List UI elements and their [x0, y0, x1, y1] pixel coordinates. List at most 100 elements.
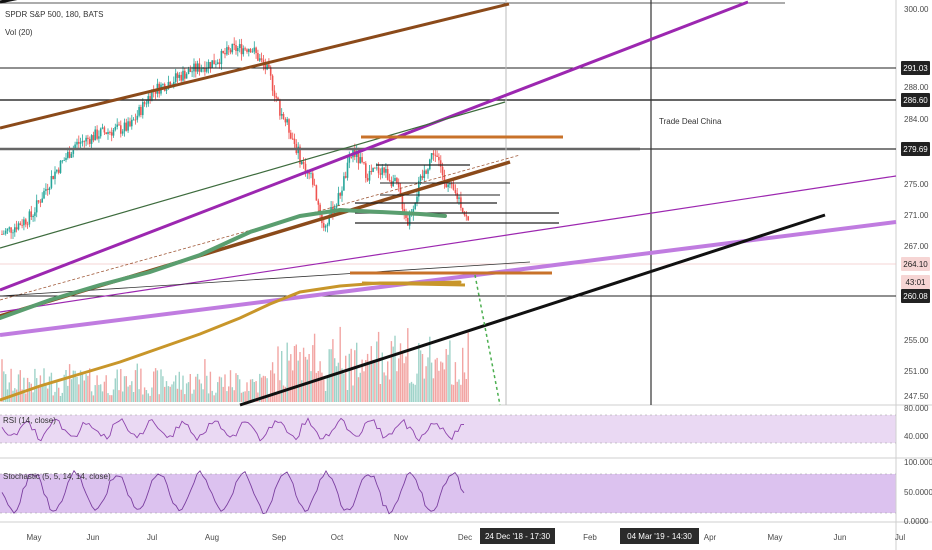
candle-body [416, 196, 418, 203]
volume-bar [191, 393, 193, 402]
volume-bar [255, 381, 257, 402]
candle-body [220, 50, 223, 65]
volume-bar [377, 331, 380, 402]
candle-body [28, 211, 31, 225]
candle-body [109, 132, 111, 133]
candle-body [45, 189, 47, 191]
candle-body [131, 119, 133, 127]
candle-body [50, 176, 53, 188]
volume-bar [107, 393, 109, 402]
candle-body [237, 48, 239, 52]
volume-bar [215, 392, 217, 402]
candle-body [405, 214, 407, 218]
candle-body [134, 119, 137, 121]
candle-body [430, 153, 433, 160]
volume-bar [286, 342, 288, 402]
candle-body [438, 156, 440, 161]
price-tick-label: 267.00 [904, 242, 929, 251]
candle-body [65, 157, 67, 160]
volume-bar [229, 370, 232, 402]
volume-bar [462, 347, 464, 402]
candle-body [450, 182, 453, 185]
candle-body [372, 167, 374, 172]
volume-bar [178, 371, 180, 402]
candle-body [149, 96, 151, 101]
volume-bar [418, 343, 420, 402]
volume-bar [67, 385, 69, 402]
volume-bar [456, 381, 458, 402]
volume-bar [460, 384, 462, 402]
candle-body [268, 64, 270, 68]
volume-bar [127, 386, 129, 402]
volume-bar [374, 360, 376, 402]
volume-bar [282, 385, 285, 402]
volume-bar [120, 369, 122, 402]
volume-bar [281, 351, 283, 402]
price-tick-label: 251.00 [904, 367, 929, 376]
volume-bar [385, 375, 387, 402]
volume-bar [92, 395, 95, 402]
volume-bar [37, 386, 40, 402]
volume-bar [264, 376, 266, 402]
price-badge-label: 279.69 [903, 145, 928, 154]
volume-bar [217, 382, 219, 402]
volume-bar [266, 378, 268, 402]
volume-bar [341, 368, 343, 402]
volume-bar [158, 394, 160, 402]
candle-body [337, 193, 340, 206]
candle-body [324, 226, 327, 228]
volume-bar [143, 387, 146, 402]
candle-body [56, 169, 58, 172]
volume-bar [416, 373, 418, 402]
candle-body [343, 176, 345, 191]
candle-body [96, 129, 98, 139]
candle-body [271, 75, 274, 91]
volume-bar [348, 353, 350, 402]
candle-body [365, 163, 367, 178]
candle-body [317, 200, 320, 205]
price-tick-label: 288.00 [904, 83, 929, 92]
x-tick-label: Jul [895, 533, 905, 542]
volume-bar [147, 393, 149, 402]
candle-body [110, 132, 113, 136]
candle-body [10, 227, 12, 233]
rsi-line [1, 417, 465, 442]
volume-bar [176, 388, 179, 402]
volume-bar [218, 376, 221, 402]
volume-bar [387, 361, 389, 402]
candle-body [30, 211, 32, 217]
price-badge [901, 289, 930, 303]
candle-body [379, 173, 382, 175]
volume-bar [202, 389, 204, 402]
volume-bar [132, 392, 135, 402]
volume-bar [89, 368, 91, 402]
candle-body [229, 49, 232, 53]
volume-bar [339, 326, 341, 402]
candle-body [81, 140, 84, 143]
volume-bar [403, 363, 405, 402]
axes: May Jun Jul Aug Sep Oct Nov Dec Feb Apr May Jun Jul 2… [26, 5, 932, 544]
volume-bar [319, 361, 321, 402]
candle-body [419, 175, 422, 181]
trend-line [0, 0, 749, 292]
candle-body [145, 103, 148, 105]
volume-bar [74, 370, 76, 402]
volume-bar [388, 379, 391, 402]
volume-bar [180, 389, 182, 402]
volume-bar [151, 387, 153, 402]
candle-body [304, 163, 307, 174]
volume-bar [39, 375, 42, 402]
candle-body [288, 119, 290, 133]
candle-body [269, 67, 272, 76]
volume-bar [346, 390, 349, 402]
candle-body [204, 67, 206, 72]
volume-bar [207, 393, 210, 402]
volume-bar [260, 377, 263, 402]
volume-bar [41, 385, 43, 402]
volume-bar [324, 391, 327, 402]
candle-body [121, 131, 124, 134]
volume-bar [275, 393, 277, 402]
volume-bar [21, 389, 23, 402]
price-badge [901, 93, 930, 107]
